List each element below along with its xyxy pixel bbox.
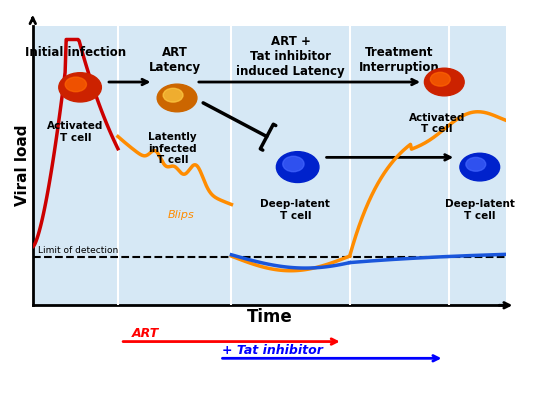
Text: Deep-latent
T cell: Deep-latent T cell [445, 199, 515, 221]
Text: ART: ART [132, 327, 159, 340]
Ellipse shape [424, 68, 464, 96]
Text: Limit of detection: Limit of detection [37, 246, 118, 255]
Ellipse shape [59, 73, 101, 102]
Text: Latently
infected
T cell: Latently infected T cell [148, 132, 197, 166]
Ellipse shape [430, 72, 450, 86]
Text: Initial infection: Initial infection [25, 46, 126, 59]
Text: ART
Latency: ART Latency [149, 46, 201, 74]
Ellipse shape [283, 156, 304, 172]
Ellipse shape [163, 88, 183, 102]
Text: Deep-latent
T cell: Deep-latent T cell [260, 199, 330, 221]
Text: Activated
T cell: Activated T cell [47, 121, 103, 143]
Ellipse shape [277, 152, 319, 182]
Ellipse shape [466, 158, 486, 171]
Y-axis label: Viral load: Viral load [15, 125, 30, 207]
Ellipse shape [65, 77, 86, 92]
Text: + Tat inhibitor: + Tat inhibitor [222, 344, 323, 357]
X-axis label: Time: Time [246, 308, 292, 326]
Ellipse shape [157, 84, 197, 112]
Text: Treatment
Interruption: Treatment Interruption [359, 46, 440, 74]
Text: Blips: Blips [167, 210, 195, 220]
Text: Activated
T cell: Activated T cell [409, 113, 465, 134]
Text: ART +
Tat inhibitor
induced Latency: ART + Tat inhibitor induced Latency [236, 34, 345, 77]
Ellipse shape [460, 153, 499, 181]
